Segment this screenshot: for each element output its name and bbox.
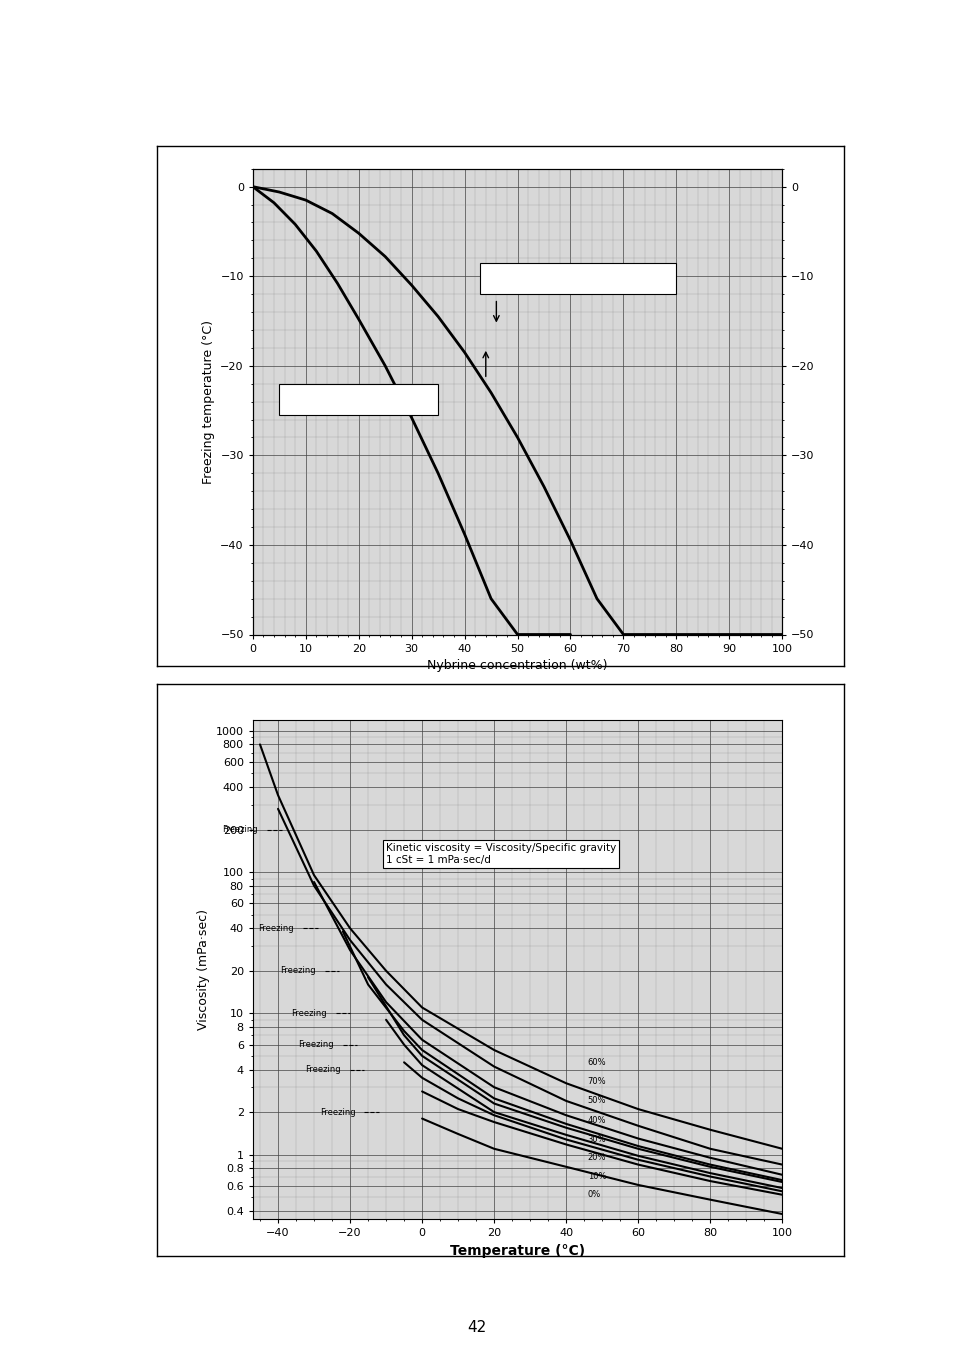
Text: 60%: 60%: [587, 1058, 606, 1066]
Text: 40%: 40%: [587, 1116, 606, 1125]
X-axis label: Nybrine concentration (wt%): Nybrine concentration (wt%): [427, 659, 607, 672]
Bar: [480, 263, 676, 294]
Text: 50%: 50%: [587, 1096, 606, 1106]
Text: Freezing: Freezing: [319, 1107, 355, 1116]
Text: 70%: 70%: [587, 1077, 606, 1085]
Text: 10%: 10%: [587, 1172, 606, 1181]
Bar: [279, 383, 437, 414]
Text: 42: 42: [467, 1319, 486, 1335]
Text: Freezing: Freezing: [298, 1041, 334, 1049]
Text: 20%: 20%: [587, 1153, 606, 1162]
Text: Freezing: Freezing: [222, 825, 258, 834]
X-axis label: Temperature (°C): Temperature (°C): [450, 1243, 584, 1258]
Text: 30%: 30%: [587, 1135, 606, 1143]
Text: Freezing: Freezing: [291, 1008, 326, 1018]
Y-axis label: Viscosity (mPa·sec): Viscosity (mPa·sec): [197, 909, 210, 1030]
Text: Freezing: Freezing: [305, 1065, 341, 1075]
Text: 0%: 0%: [587, 1191, 600, 1199]
Text: Kinetic viscosity = Viscosity/Specific gravity
1 cSt = 1 mPa·sec/d: Kinetic viscosity = Viscosity/Specific g…: [386, 844, 616, 865]
Y-axis label: Freezing temperature (°C): Freezing temperature (°C): [201, 320, 214, 483]
Text: Freezing: Freezing: [258, 923, 294, 933]
Text: Freezing: Freezing: [280, 967, 315, 975]
